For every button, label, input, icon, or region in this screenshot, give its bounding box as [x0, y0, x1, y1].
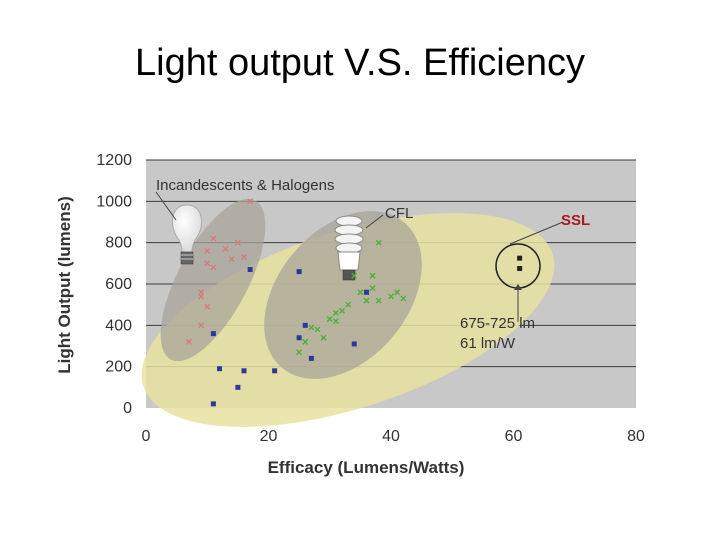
y-tick-label: 200 — [105, 359, 132, 376]
other-point — [210, 331, 216, 337]
cfl-point — [345, 301, 352, 308]
cfl-point — [326, 316, 333, 323]
cfl-point — [357, 289, 364, 296]
other-point — [241, 368, 247, 374]
other-point — [351, 341, 357, 347]
x-tick-label: 40 — [382, 428, 400, 445]
y-tick-label: 1000 — [96, 193, 132, 210]
scatter-chart: Incandescents & Halogens CFL SSL 675-725… — [55, 152, 645, 477]
incandescent-label-pointer — [155, 191, 177, 221]
incandescents-halogens-point — [228, 256, 235, 263]
x-tick-label: 60 — [505, 428, 523, 445]
cfl-point — [296, 349, 303, 356]
annotation-ssl-efficacy: 61 lm/W — [460, 335, 516, 352]
y-tick-label: 800 — [105, 235, 132, 252]
x-tick-label: 80 — [627, 428, 645, 445]
other-point — [364, 289, 369, 295]
annotation-ssl: SSL — [561, 212, 590, 229]
annotation-cfl: CFL — [385, 205, 413, 222]
cfl-point — [308, 324, 315, 331]
x-tick-label: 0 — [142, 428, 151, 445]
cfl-point — [320, 334, 327, 341]
incandescents-halogens-point — [234, 239, 241, 246]
incandescents-halogens-point — [198, 322, 205, 329]
incandescents-halogens-point — [222, 245, 229, 252]
y-tick-label: 0 — [123, 400, 132, 417]
incandescents-halogens-point — [241, 254, 247, 261]
incandescent-bulb-icon — [171, 204, 203, 265]
incandescent-region — [160, 198, 266, 362]
incandescents-halogens-point — [198, 293, 205, 300]
x-axis-title: Efficacy (Lumens/Watts) — [268, 458, 465, 477]
incandescents-halogens-point — [210, 235, 217, 242]
cfl-point — [351, 272, 358, 279]
ssl-point — [517, 266, 523, 271]
ssl-label-pointer — [509, 221, 564, 245]
cfl-bulb-icon — [334, 215, 364, 281]
incandescents-halogens-point — [204, 260, 211, 267]
x-tick-labels: 0 20 40 60 80 — [142, 428, 645, 445]
cfl-point — [339, 307, 345, 314]
other-point — [235, 384, 241, 390]
other-point — [302, 322, 308, 328]
incandescents-halogens-point — [247, 198, 254, 205]
cfl-point — [375, 297, 382, 304]
cfl-point — [375, 239, 382, 246]
data-marks — [185, 198, 523, 407]
y-axis-title: Light Output (lumens) — [55, 196, 74, 374]
cfl-label-pointer — [365, 214, 384, 229]
y-tick-label: 400 — [105, 317, 132, 334]
other-point — [247, 267, 253, 273]
other-point — [272, 368, 278, 374]
other-point — [217, 366, 222, 372]
other-point — [210, 401, 216, 407]
annotation-incandescent: Incandescents & Halogens — [156, 177, 334, 194]
cfl-point — [363, 297, 370, 304]
cfl-point — [394, 289, 401, 296]
cfl-point — [369, 272, 376, 279]
other-point — [296, 335, 302, 341]
incandescents-halogens-point — [204, 303, 211, 310]
y-tick-label: 1200 — [96, 152, 132, 169]
ssl-point — [517, 255, 523, 261]
other-point — [296, 269, 302, 275]
other-point — [308, 355, 314, 361]
x-tick-label: 20 — [260, 428, 278, 445]
incandescents-halogens-point — [204, 247, 211, 254]
cfl-point — [314, 326, 321, 333]
slide-title: Light output V.S. Efficiency — [135, 42, 585, 84]
y-tick-labels: 0 200 400 600 800 1000 1200 — [96, 152, 132, 417]
ssl-value-arrowhead — [514, 284, 522, 290]
cfl-region — [264, 211, 422, 379]
cfl-point — [369, 285, 376, 292]
annotation-ssl-lumens: 675-725 lm — [460, 315, 535, 332]
cfl-point — [332, 318, 339, 325]
incandescents-halogens-point — [210, 264, 217, 271]
cfl-point — [302, 338, 309, 345]
cfl-point — [388, 293, 394, 300]
cfl-point — [400, 295, 407, 302]
cfl-point — [332, 309, 339, 316]
incandescents-halogens-point — [185, 338, 192, 345]
y-tick-label: 600 — [105, 276, 132, 293]
